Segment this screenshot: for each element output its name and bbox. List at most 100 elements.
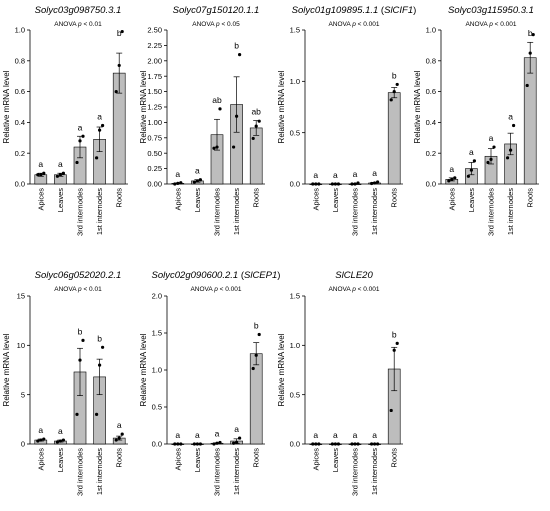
y-axis-label: Relative mRNA level [2, 333, 11, 406]
y-tick-label: 1.0 [426, 26, 436, 35]
replicate-point [218, 440, 222, 445]
significance-letter: a [38, 159, 43, 169]
category-label: 1st internodes [232, 188, 241, 235]
chart-title: Solyc02g090600.2.1 (SlCEP1) [152, 270, 281, 281]
category-label: Roots [252, 188, 261, 208]
y-tick-label: 0.8 [15, 56, 25, 65]
replicate-point [195, 179, 199, 183]
replicate-point [395, 341, 399, 345]
category-label: Leaves [193, 448, 202, 472]
chart-title-suffix-2: ) [277, 270, 280, 281]
replicate-point [350, 442, 354, 446]
y-tick-label: 1.50 [147, 87, 162, 96]
significance-letter: a [58, 159, 63, 169]
replicate-point [395, 82, 399, 87]
replicate-point [336, 442, 340, 446]
replicate-point [81, 338, 85, 342]
replicate-point [212, 442, 216, 446]
significance-letter: ab [212, 95, 222, 105]
replicate-point [36, 439, 40, 443]
replicate-point [42, 171, 46, 175]
replicate-point [373, 181, 377, 185]
category-label: Apices [311, 188, 320, 211]
y-tick-label: 0.50 [147, 149, 162, 158]
category-label: 3rd internodes [213, 188, 222, 236]
replicate-point [486, 160, 490, 165]
anova-p: p [215, 21, 220, 28]
category-label: 1st internodes [370, 188, 379, 235]
y-tick-label: 1.5 [290, 26, 300, 35]
significance-letter: a [353, 169, 358, 179]
y-tick-label: 0.4 [426, 118, 436, 127]
significance-letter: a [175, 169, 180, 179]
replicate-point [42, 437, 46, 441]
category-label: Leaves [331, 188, 340, 212]
replicate-point [98, 128, 102, 132]
bar-roots [523, 57, 537, 185]
y-axis-label: Relative mRNA level [139, 333, 148, 406]
replicate-point [173, 442, 177, 446]
replicate-point [120, 432, 124, 436]
chart-title-suffix-0: ( [378, 5, 385, 16]
category-label: Leaves [467, 188, 476, 212]
replicate-point [55, 174, 60, 178]
replicate-point [389, 98, 393, 102]
replicate-point [254, 124, 258, 128]
replicate-point [78, 358, 82, 362]
significance-letter: a [313, 430, 318, 440]
anova-p: p [77, 21, 82, 28]
significance-letter: a [508, 111, 513, 121]
y-tick-label: 0.0 [290, 180, 300, 189]
significance-letter: a [195, 166, 200, 176]
category-label: 1st internodes [232, 448, 241, 495]
replicate-point [376, 442, 380, 446]
significance-letter: a [333, 430, 338, 440]
replicate-point [238, 436, 242, 440]
replicate-point [506, 156, 510, 160]
replicate-point [195, 442, 199, 446]
replicate-point [509, 148, 513, 152]
y-tick-label: 0.5 [152, 403, 162, 412]
significance-letter: a [372, 430, 377, 440]
significance-letter: a [38, 425, 43, 435]
y-tick-label: 2.25 [147, 41, 162, 50]
replicate-point [58, 439, 63, 443]
chart-title-gene: Solyc03g098750.3.1 [35, 5, 122, 16]
category-label: Apices [36, 448, 45, 471]
significance-letter: b [392, 70, 397, 80]
replicate-point [330, 182, 334, 186]
anova-threshold: < 0.001 [356, 286, 380, 293]
chart-panel-1: Solyc03g098750.3.1 ANOVA p < 0.01 0.0 0.2 0.… [2, 5, 128, 236]
replicate-point [55, 440, 60, 444]
replicate-point [251, 366, 255, 371]
replicate-point [179, 181, 183, 185]
significance-letter: a [58, 426, 63, 436]
category-label: 1st internodes [506, 188, 515, 235]
y-tick-label: 0.0 [152, 440, 162, 449]
anova-label: ANOVA p < 0.001 [465, 21, 516, 28]
significance-letter: a [234, 424, 239, 434]
significance-letter: b [97, 333, 102, 343]
replicate-point [356, 181, 360, 185]
replicate-point [75, 160, 79, 165]
category-label: Apices [36, 188, 45, 211]
replicate-point [317, 182, 321, 186]
y-tick-label: 0.6 [426, 87, 436, 96]
replicate-point [101, 345, 105, 349]
y-tick-label: 2.50 [147, 26, 162, 35]
replicate-point [218, 107, 222, 111]
replicate-point [251, 136, 255, 141]
y-axis-label: Relative mRNA level [139, 70, 148, 143]
significance-letter: a [313, 170, 318, 180]
category-label: Roots [252, 448, 261, 468]
bar-roots [249, 353, 263, 445]
replicate-point [257, 119, 261, 123]
replicate-point [75, 412, 79, 416]
y-tick-label: 0.0 [15, 180, 25, 189]
category-label: Roots [115, 188, 124, 208]
significance-letter: a [215, 429, 220, 439]
y-tick-label: 0.5 [290, 390, 300, 399]
chart-panel-6: Solyc02g090600.2.1 (SlCEP1) ANOVA p < 0.0… [139, 270, 280, 496]
y-tick-label: 1.5 [290, 292, 300, 301]
anova-p: p [77, 286, 82, 293]
